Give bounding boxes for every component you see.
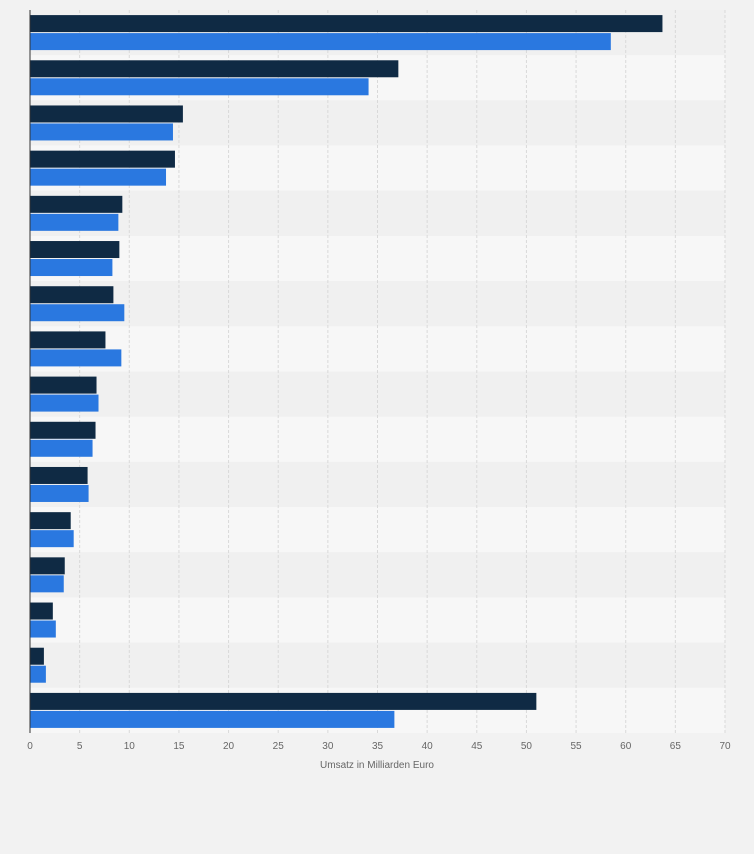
bar-series-1[interactable] [30, 15, 663, 33]
bars [30, 15, 663, 728]
bar-series-2[interactable] [30, 78, 369, 96]
bar-series-1[interactable] [30, 150, 175, 168]
x-tick-label: 5 [77, 741, 83, 752]
bar-series-2[interactable] [30, 710, 395, 728]
bar-series-1[interactable] [30, 376, 97, 394]
x-tick-label: 50 [521, 741, 533, 752]
x-tick-label: 20 [223, 741, 235, 752]
bar-series-1[interactable] [30, 647, 44, 665]
x-tick-label: 35 [372, 741, 384, 752]
bar-series-1[interactable] [30, 466, 88, 484]
x-tick-label: 0 [27, 741, 33, 752]
bar-series-1[interactable] [30, 692, 537, 710]
row-band [30, 461, 725, 508]
bar-series-2[interactable] [30, 123, 173, 141]
row-band [30, 371, 725, 417]
x-tick-label: 70 [719, 741, 731, 752]
bar-series-1[interactable] [30, 286, 114, 304]
row-band [30, 552, 725, 598]
x-tick-label: 55 [571, 741, 583, 752]
x-tick-label: 15 [173, 741, 185, 752]
x-tick-label: 10 [124, 741, 136, 752]
bar-series-2[interactable] [30, 349, 122, 367]
bar-series-1[interactable] [30, 241, 120, 259]
row-band [30, 190, 725, 236]
bar-series-2[interactable] [30, 620, 56, 638]
gridlines [29, 10, 726, 733]
bar-series-2[interactable] [30, 33, 611, 51]
bar-series-2[interactable] [30, 665, 46, 683]
row-band [30, 281, 725, 327]
row-band [30, 416, 725, 462]
bar-series-2[interactable] [30, 439, 93, 457]
bar-series-1[interactable] [30, 331, 106, 349]
row-band [30, 235, 725, 282]
bar-series-1[interactable] [30, 602, 53, 620]
bar-series-1[interactable] [30, 421, 96, 439]
bar-series-1[interactable] [30, 60, 399, 78]
x-axis-label: Umsatz in Milliarden Euro [320, 760, 434, 771]
x-tick-label: 30 [322, 741, 334, 752]
x-tick-label: 60 [620, 741, 632, 752]
bar-series-1[interactable] [30, 512, 71, 530]
row-band [30, 507, 725, 553]
bar-series-2[interactable] [30, 394, 99, 412]
bar-series-2[interactable] [30, 213, 119, 231]
x-axis: 0 5 10 15 20 25 30 35 40 45 50 55 60 65 70 [27, 10, 731, 752]
bar-series-2[interactable] [30, 304, 125, 322]
bar-series-2[interactable] [30, 168, 167, 186]
x-tick-label: 45 [471, 741, 483, 752]
bar-series-2[interactable] [30, 484, 89, 502]
x-tick-label: 40 [422, 741, 434, 752]
row-band [30, 326, 725, 372]
bar-series-1[interactable] [30, 195, 123, 213]
bar-series-1[interactable] [30, 557, 65, 575]
x-tick-label: 25 [273, 741, 285, 752]
x-tick-label: 65 [670, 741, 682, 752]
bar-series-2[interactable] [30, 530, 74, 548]
bar-series-2[interactable] [30, 575, 64, 593]
bar-series-1[interactable] [30, 105, 183, 123]
bar-series-2[interactable] [30, 259, 113, 277]
